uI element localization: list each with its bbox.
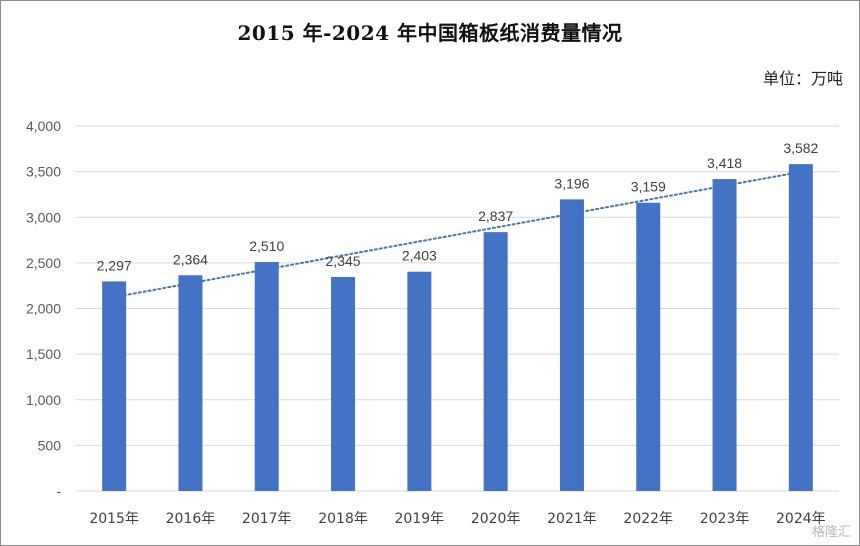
bar: [102, 281, 127, 491]
bar: [636, 202, 661, 491]
x-tick-label: 2018年: [318, 511, 368, 527]
bars: [102, 164, 813, 492]
data-label: 2,297: [97, 257, 132, 273]
x-tick-label: 2016年: [166, 511, 216, 527]
data-label: 3,159: [631, 179, 666, 195]
data-label: 2,364: [173, 251, 208, 267]
data-label: 2,837: [478, 208, 513, 224]
y-tick-label: 1,000: [26, 392, 61, 408]
y-tick-label: 2,500: [26, 255, 61, 271]
y-tick-label: 3,500: [26, 164, 61, 180]
x-tick-label: 2023年: [700, 511, 750, 527]
y-tick-label: 500: [38, 437, 62, 453]
bar: [788, 164, 813, 491]
y-axis-ticks: - 500 1,000 1,500 2,000 2,500 3,000 3,500 4,000: [26, 118, 61, 499]
y-tick-label: 4,000: [26, 118, 61, 134]
y-tick-label: 1,500: [26, 346, 61, 362]
x-tick-label: 2017年: [242, 511, 292, 527]
data-label: 2,403: [402, 248, 437, 264]
x-tick-label: 2021年: [547, 511, 597, 527]
x-tick-label: 2020年: [471, 511, 521, 527]
bar: [483, 232, 508, 491]
unit-label: 单位：万吨: [762, 69, 843, 88]
bar: [559, 199, 584, 492]
watermark-logo: 格隆汇: [812, 521, 851, 540]
bar: [178, 275, 203, 491]
bar: [712, 179, 737, 492]
x-tick-label: 2024年: [776, 511, 826, 527]
gridlines: [76, 125, 839, 492]
data-label: 3,196: [554, 175, 589, 191]
data-label: 2,510: [249, 238, 284, 254]
bar: [407, 271, 432, 491]
bar: [331, 277, 356, 491]
x-tick-label: 2022年: [623, 511, 673, 527]
chart-title: 2015 年-2024 年中国箱板纸消费量情况: [237, 21, 623, 45]
data-labels: 2,297 2,364 2,510 2,345 2,403 2,837 3,196 3,159…: [97, 140, 819, 273]
data-label: 2,345: [326, 253, 361, 269]
y-tick-label: -: [56, 483, 61, 499]
bar: [254, 261, 279, 491]
data-label: 3,418: [707, 155, 742, 171]
data-label: 3,582: [783, 140, 818, 156]
x-tick-label: 2019年: [395, 511, 445, 527]
x-axis-ticks: 2015年 2016年 2017年 2018年 2019年 2020年 2021年 2022年…: [89, 511, 825, 527]
x-tick-label: 2015年: [89, 511, 139, 527]
trendline: [113, 170, 802, 299]
watermark-text: 格隆汇: [811, 525, 851, 540]
y-tick-label: 3,000: [26, 209, 61, 225]
y-tick-label: 2,000: [26, 301, 61, 317]
trendline-layer: [113, 170, 802, 299]
